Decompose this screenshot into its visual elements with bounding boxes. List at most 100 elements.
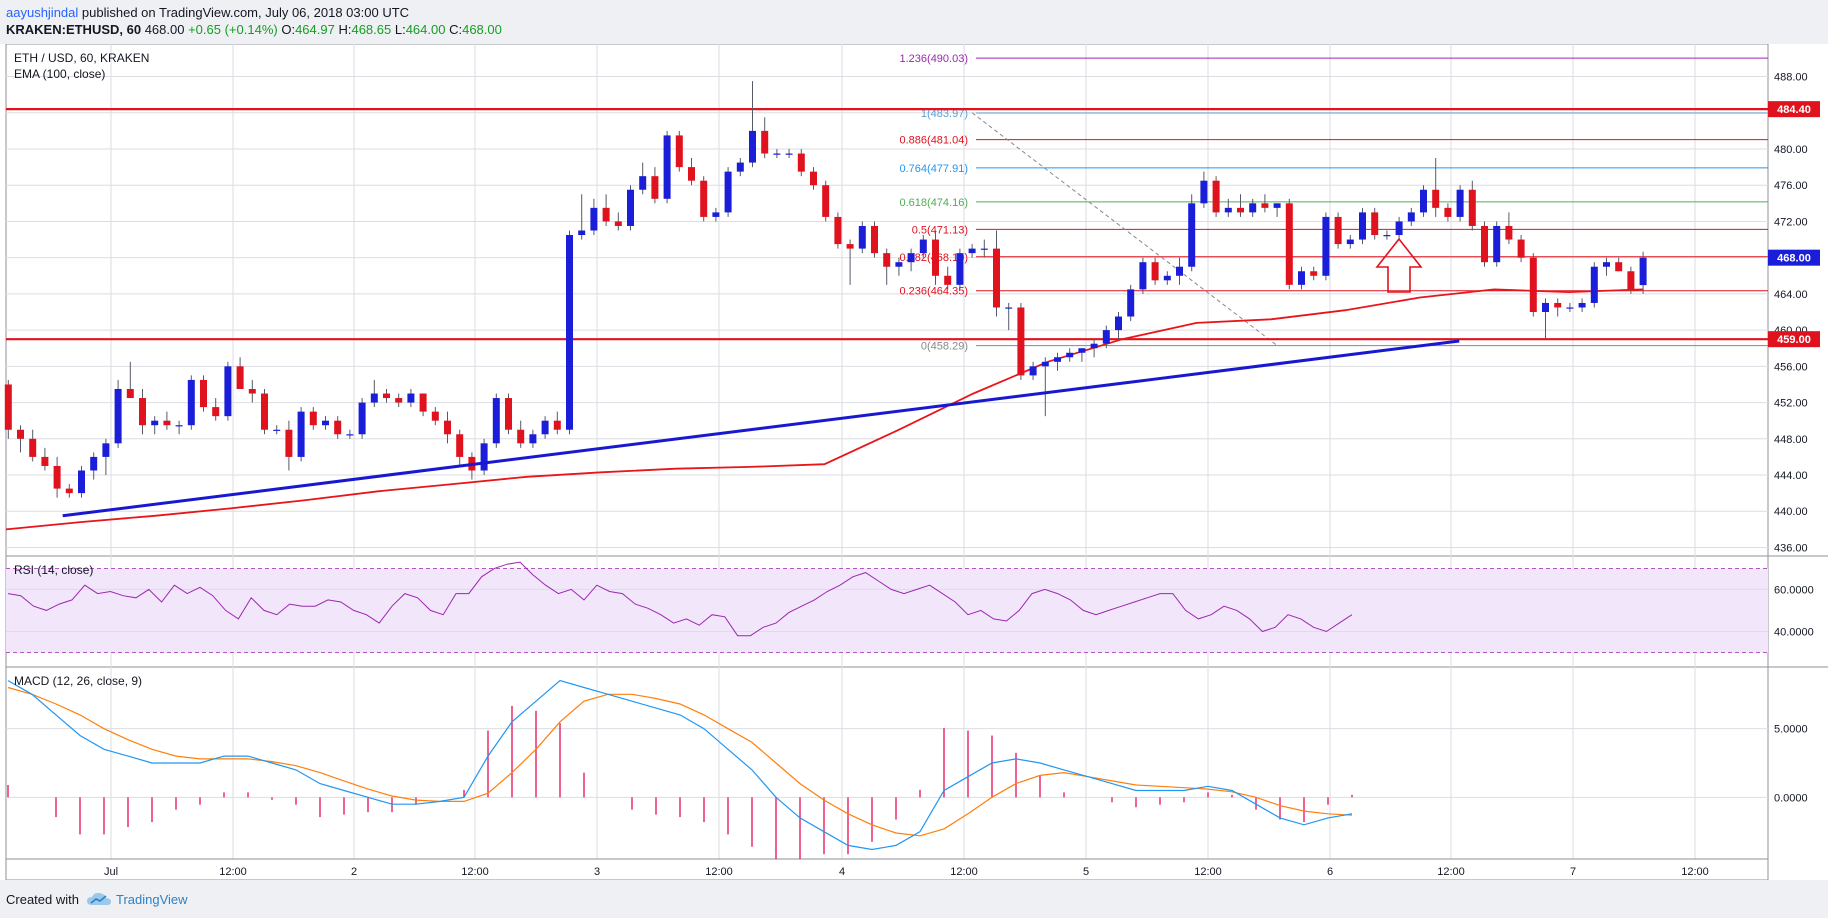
candle[interactable] xyxy=(261,393,268,430)
candle[interactable] xyxy=(163,420,171,426)
candle[interactable] xyxy=(553,420,561,430)
candle[interactable] xyxy=(1529,257,1537,313)
candle[interactable] xyxy=(90,456,98,471)
candle[interactable] xyxy=(1139,262,1147,290)
candle[interactable] xyxy=(1298,271,1305,285)
candle[interactable] xyxy=(126,388,134,399)
candle[interactable] xyxy=(700,180,708,217)
candle[interactable] xyxy=(1005,307,1013,309)
candle[interactable] xyxy=(517,429,525,444)
candle[interactable] xyxy=(1383,235,1391,237)
candle[interactable] xyxy=(1151,262,1159,281)
candle[interactable] xyxy=(139,398,146,426)
candle[interactable] xyxy=(285,429,293,457)
candle[interactable] xyxy=(102,443,110,457)
candle[interactable] xyxy=(1102,330,1110,344)
candle[interactable] xyxy=(29,438,37,457)
candle[interactable] xyxy=(675,135,683,168)
candle[interactable] xyxy=(1578,302,1586,308)
candle[interactable] xyxy=(858,225,866,249)
candle[interactable] xyxy=(1273,203,1281,208)
chart-canvas[interactable]: Jul 12:00 2 12:00 3 12:00 4 12:00 5 12:00 6 12:00 7 1… xyxy=(0,44,1828,880)
candle[interactable] xyxy=(627,189,634,226)
candle[interactable] xyxy=(590,207,598,231)
candle[interactable] xyxy=(1029,366,1037,376)
candle[interactable] xyxy=(1615,262,1623,272)
candle[interactable] xyxy=(4,384,12,430)
candle[interactable] xyxy=(431,411,439,421)
candle[interactable] xyxy=(1066,352,1074,358)
candle[interactable] xyxy=(236,366,244,389)
candle[interactable] xyxy=(688,167,695,181)
candle[interactable] xyxy=(151,420,159,426)
support-trendline[interactable] xyxy=(62,339,1460,518)
candle[interactable] xyxy=(724,171,732,213)
candle[interactable] xyxy=(456,434,464,457)
candle[interactable] xyxy=(1127,289,1135,317)
candle[interactable] xyxy=(944,275,952,285)
candle[interactable] xyxy=(1359,212,1366,240)
candle[interactable] xyxy=(1444,207,1452,217)
candle[interactable] xyxy=(566,235,573,430)
candle[interactable] xyxy=(736,162,744,172)
candle[interactable] xyxy=(639,176,647,190)
candle[interactable] xyxy=(980,248,988,250)
candle[interactable] xyxy=(1017,307,1025,376)
candle[interactable] xyxy=(1468,189,1476,226)
candle[interactable] xyxy=(1407,212,1415,222)
candle[interactable] xyxy=(541,420,549,435)
candle[interactable] xyxy=(1420,189,1427,213)
candle[interactable] xyxy=(346,434,354,436)
candle[interactable] xyxy=(1212,180,1220,213)
candle[interactable] xyxy=(78,470,85,494)
candle[interactable] xyxy=(1188,203,1196,267)
candle[interactable] xyxy=(1163,275,1171,281)
candle[interactable] xyxy=(1566,307,1574,309)
candle[interactable] xyxy=(492,398,500,444)
candle[interactable] xyxy=(1334,216,1342,245)
candle[interactable] xyxy=(1590,266,1598,303)
candle[interactable] xyxy=(602,207,610,222)
candle[interactable] xyxy=(322,420,329,426)
candle[interactable] xyxy=(822,185,830,217)
candle[interactable] xyxy=(1224,207,1232,213)
candle[interactable] xyxy=(1517,239,1525,258)
candle[interactable] xyxy=(1432,189,1440,208)
tradingview-link[interactable]: TradingView xyxy=(116,892,188,907)
candle[interactable] xyxy=(797,153,805,172)
candle[interactable] xyxy=(785,153,793,155)
candle[interactable] xyxy=(187,379,195,426)
candle[interactable] xyxy=(1456,189,1464,217)
candle[interactable] xyxy=(1627,271,1635,290)
candle[interactable] xyxy=(1285,203,1293,285)
candle[interactable] xyxy=(407,393,415,403)
candle[interactable] xyxy=(1603,262,1610,267)
candle[interactable] xyxy=(919,239,927,254)
candle[interactable] xyxy=(712,212,720,217)
candle[interactable] xyxy=(248,388,256,394)
candle[interactable] xyxy=(1249,203,1257,213)
candle[interactable] xyxy=(114,388,122,444)
candle[interactable] xyxy=(810,171,817,186)
candle[interactable] xyxy=(1542,302,1549,313)
candle[interactable] xyxy=(1493,225,1501,263)
candle[interactable] xyxy=(1237,207,1244,213)
candle[interactable] xyxy=(212,407,220,417)
candle[interactable] xyxy=(65,488,73,494)
candle[interactable] xyxy=(578,230,586,236)
candle[interactable] xyxy=(1078,348,1086,353)
candle[interactable] xyxy=(334,420,342,435)
candle[interactable] xyxy=(1115,316,1122,331)
candle[interactable] xyxy=(614,221,622,226)
candle[interactable] xyxy=(773,153,781,155)
candle[interactable] xyxy=(419,393,427,412)
candle[interactable] xyxy=(200,379,207,408)
author-link[interactable]: aayushjindal xyxy=(6,5,79,20)
candle[interactable] xyxy=(883,253,891,267)
candle[interactable] xyxy=(834,216,842,245)
candle[interactable] xyxy=(358,402,366,435)
candle[interactable] xyxy=(1041,361,1049,367)
candle[interactable] xyxy=(480,443,488,471)
candle[interactable] xyxy=(1346,239,1354,245)
candle[interactable] xyxy=(1090,343,1098,349)
